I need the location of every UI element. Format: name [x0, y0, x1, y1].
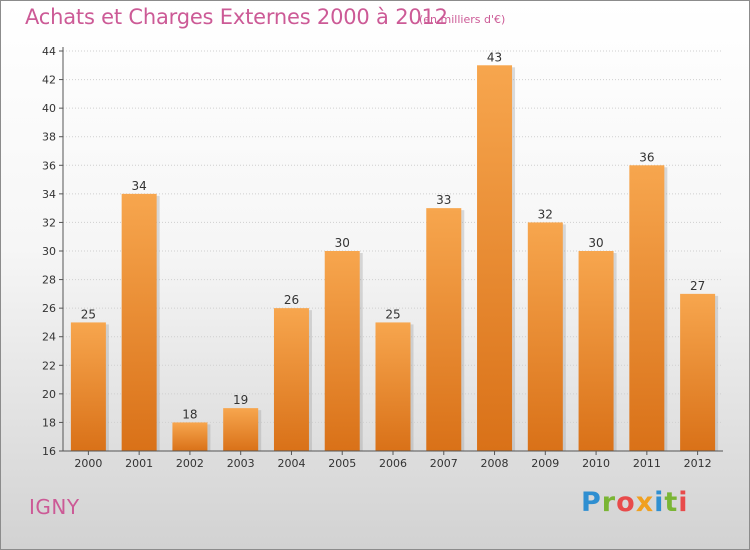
y-tick-label: 26	[42, 302, 56, 315]
bar	[324, 251, 360, 451]
bar-value-label: 36	[639, 150, 654, 164]
bar	[477, 65, 513, 452]
chart-subtitle: (en milliers d'€)	[419, 13, 506, 26]
bar-value-label: 25	[385, 307, 400, 321]
x-tick-label: 2002	[176, 457, 204, 470]
brand-letter: r	[601, 487, 617, 518]
brand-letter: P	[581, 487, 602, 518]
bar-value-label: 34	[132, 179, 147, 193]
bar	[375, 322, 411, 451]
y-tick-label: 22	[42, 359, 56, 372]
y-tick-label: 42	[42, 74, 56, 87]
bar-value-label: 18	[182, 407, 197, 421]
x-tick-label: 2008	[481, 457, 509, 470]
bar	[578, 251, 614, 451]
x-tick-label: 2012	[684, 457, 712, 470]
y-tick-label: 30	[42, 245, 56, 258]
x-tick-label: 2001	[125, 457, 153, 470]
brand-letter: x	[635, 487, 655, 518]
x-tick-label: 2009	[531, 457, 559, 470]
bar-value-label: 30	[335, 236, 350, 250]
bar	[527, 222, 563, 451]
bar-value-label: 43	[487, 50, 502, 64]
x-tick-label: 2000	[74, 457, 102, 470]
location-label: IGNY	[29, 495, 80, 519]
bar-value-label: 26	[284, 293, 299, 307]
x-tick-label: 2004	[277, 457, 305, 470]
y-tick-label: 40	[42, 102, 56, 115]
bar	[426, 208, 462, 451]
x-tick-label: 2003	[227, 457, 255, 470]
brand-letter: o	[616, 487, 636, 518]
y-tick-label: 38	[42, 131, 56, 144]
bar-value-label: 25	[81, 307, 96, 321]
y-tick-label: 16	[42, 445, 56, 458]
bar-value-label: 30	[588, 236, 603, 250]
bar-value-label: 32	[538, 207, 553, 221]
x-tick-label: 2007	[430, 457, 458, 470]
proxiti-logo: Proxiti	[581, 487, 689, 518]
bar	[121, 193, 157, 451]
brand-letter: t	[664, 487, 679, 518]
x-tick-label: 2011	[633, 457, 661, 470]
bar	[223, 408, 259, 451]
y-tick-label: 20	[42, 388, 56, 401]
bar	[680, 293, 716, 451]
chart-title: Achats et Charges Externes 2000 à 2012	[25, 5, 448, 29]
y-tick-label: 34	[42, 188, 56, 201]
brand-letter: i	[678, 487, 689, 518]
y-tick-label: 24	[42, 331, 56, 344]
x-tick-label: 2010	[582, 457, 610, 470]
y-tick-label: 32	[42, 216, 56, 229]
brand-letter: i	[654, 487, 665, 518]
x-tick-label: 2006	[379, 457, 407, 470]
bar	[172, 422, 208, 451]
x-tick-label: 2005	[328, 457, 356, 470]
y-tick-label: 18	[42, 416, 56, 429]
bar	[70, 322, 106, 451]
bar	[273, 308, 309, 451]
bar-value-label: 19	[233, 393, 248, 407]
y-tick-label: 36	[42, 159, 56, 172]
bar-value-label: 27	[690, 279, 705, 293]
bar	[629, 165, 665, 452]
bar-value-label: 33	[436, 193, 451, 207]
y-tick-label: 28	[42, 274, 56, 287]
y-tick-label: 44	[42, 45, 56, 58]
